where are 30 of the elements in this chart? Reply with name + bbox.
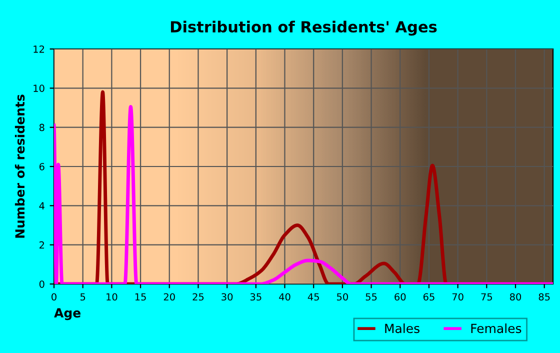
x-axis-title: Age	[54, 308, 80, 320]
x-tick-label: 0	[52, 293, 56, 301]
x-tick-label: 10	[106, 293, 118, 301]
x-tick-label: 65	[423, 293, 434, 301]
x-tick-label: 35	[250, 293, 262, 301]
y-tick-label: 6	[39, 162, 44, 170]
x-tick-label: 70	[452, 293, 464, 301]
x-tick-label: 50	[337, 293, 348, 301]
x-tick-label: 80	[510, 293, 522, 301]
x-tick-label: 55	[366, 293, 377, 301]
chart-title: Distribution of Residents' Ages	[170, 20, 437, 36]
x-tick-label: 60	[394, 293, 406, 301]
legend-label: Males	[385, 323, 420, 334]
y-tick-label: 4	[39, 202, 44, 210]
y-axis-title: Number of residents	[14, 94, 25, 238]
x-tick-label: 40	[279, 293, 290, 301]
x-tick-label: 75	[481, 293, 492, 301]
x-tick-label: 20	[164, 293, 175, 301]
x-tick-label: 15	[135, 293, 146, 301]
x-tick-label: 85	[538, 293, 550, 301]
y-tick-label: 2	[40, 241, 44, 249]
y-tick-label: 8	[39, 124, 44, 132]
x-tick-label: 25	[192, 293, 204, 301]
x-tick-label: 5	[80, 293, 86, 301]
y-tick-label: 10	[34, 84, 44, 92]
x-tick-label: 45	[308, 293, 319, 301]
legend-label: Females	[471, 323, 522, 334]
y-tick-label: 0	[39, 280, 44, 288]
x-tick-label: 30	[222, 293, 233, 301]
y-tick-label: 12	[34, 45, 44, 53]
